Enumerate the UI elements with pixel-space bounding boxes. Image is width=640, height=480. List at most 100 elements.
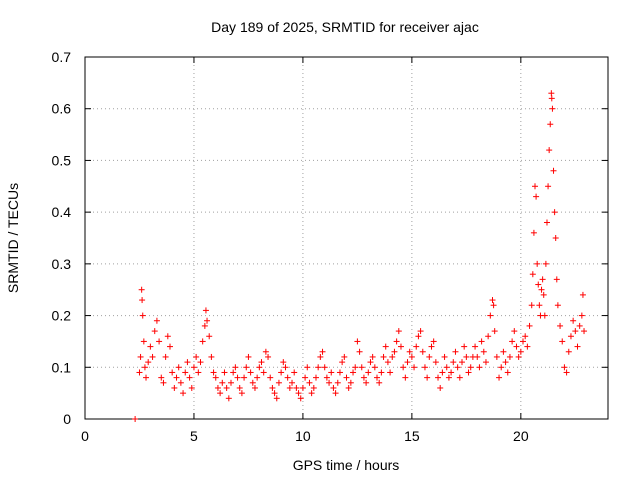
data-point: [563, 369, 570, 376]
data-point: [408, 353, 415, 360]
data-point: [400, 364, 407, 371]
data-point: [371, 364, 378, 371]
data-point: [435, 374, 442, 381]
data-point: [437, 384, 444, 391]
data-point: [511, 328, 518, 335]
data-point: [565, 348, 572, 355]
data-point: [171, 384, 178, 391]
data-point: [328, 369, 335, 376]
data-point: [319, 348, 326, 355]
data-point: [336, 369, 343, 376]
data-point: [463, 353, 470, 360]
data-point: [579, 291, 586, 298]
data-point: [236, 384, 243, 391]
data-point: [247, 369, 254, 376]
data-point: [413, 343, 420, 350]
data-point: [500, 348, 507, 355]
data-point: [467, 364, 474, 371]
data-point: [415, 333, 422, 340]
y-axis-label: SRMTID / TECUs: [5, 183, 21, 293]
data-point: [273, 395, 280, 402]
data-point: [536, 302, 543, 309]
x-axis: 0 5 10 15 20: [81, 57, 529, 444]
data-point: [271, 390, 278, 397]
data-point: [204, 317, 211, 324]
data-point: [304, 364, 311, 371]
data-point: [210, 369, 217, 376]
data-point: [406, 348, 413, 355]
data-point: [456, 374, 463, 381]
data-point: [199, 338, 206, 345]
data-point: [551, 209, 558, 216]
data-point: [465, 369, 472, 376]
data-point: [234, 374, 241, 381]
data-point: [223, 384, 230, 391]
data-point: [461, 343, 468, 350]
data-point: [498, 364, 505, 371]
data-point: [389, 353, 396, 360]
data-point: [332, 390, 339, 397]
data-point: [533, 193, 540, 200]
data-point: [378, 369, 385, 376]
data-point: [387, 369, 394, 376]
data-point: [153, 317, 160, 324]
data-point: [206, 333, 213, 340]
data-point: [443, 364, 450, 371]
y-tick-label: 0.3: [52, 256, 72, 272]
data-point: [280, 359, 287, 366]
data-point: [321, 364, 328, 371]
data-point: [180, 390, 187, 397]
data-point: [530, 229, 537, 236]
x-tick-label: 5: [190, 428, 198, 444]
data-point: [450, 359, 457, 366]
data-point: [404, 359, 411, 366]
data-point: [156, 338, 163, 345]
data-point: [140, 338, 147, 345]
data-point: [548, 90, 555, 97]
data-point: [374, 374, 381, 381]
data-point: [184, 359, 191, 366]
data-point: [480, 348, 487, 355]
data-point: [278, 369, 285, 376]
grid-lines: [85, 57, 608, 419]
y-tick-label: 0.4: [52, 204, 72, 220]
data-point: [426, 353, 433, 360]
data-point: [478, 338, 485, 345]
data-point: [490, 302, 497, 309]
data-point: [354, 338, 361, 345]
data-point: [581, 328, 588, 335]
data-point: [561, 364, 568, 371]
data-point: [365, 369, 372, 376]
data-point: [145, 359, 152, 366]
data-point: [382, 343, 389, 350]
data-point: [397, 343, 404, 350]
data-point: [559, 338, 566, 345]
data-point: [225, 395, 232, 402]
data-point: [299, 384, 306, 391]
data-point: [137, 353, 144, 360]
y-tick-label: 0.6: [52, 101, 72, 117]
data-point: [502, 359, 509, 366]
data-point: [173, 374, 180, 381]
data-point: [232, 364, 239, 371]
data-point: [552, 235, 559, 241]
data-point: [221, 369, 228, 376]
data-point: [491, 328, 498, 335]
data-point: [547, 121, 554, 128]
data-point: [485, 333, 492, 340]
data-point: [524, 343, 531, 350]
y-tick-label: 0: [63, 411, 71, 427]
data-point: [151, 328, 158, 335]
data-point: [356, 348, 363, 355]
data-point: [548, 95, 555, 102]
data-point: [201, 322, 208, 329]
data-point: [228, 379, 235, 386]
data-point: [175, 364, 182, 371]
data-point: [517, 348, 524, 355]
data-point: [347, 379, 354, 386]
data-point: [258, 359, 265, 366]
data-point: [540, 291, 547, 298]
data-point: [393, 338, 400, 345]
data-point: [212, 374, 219, 381]
plot-frame: [84, 56, 609, 420]
